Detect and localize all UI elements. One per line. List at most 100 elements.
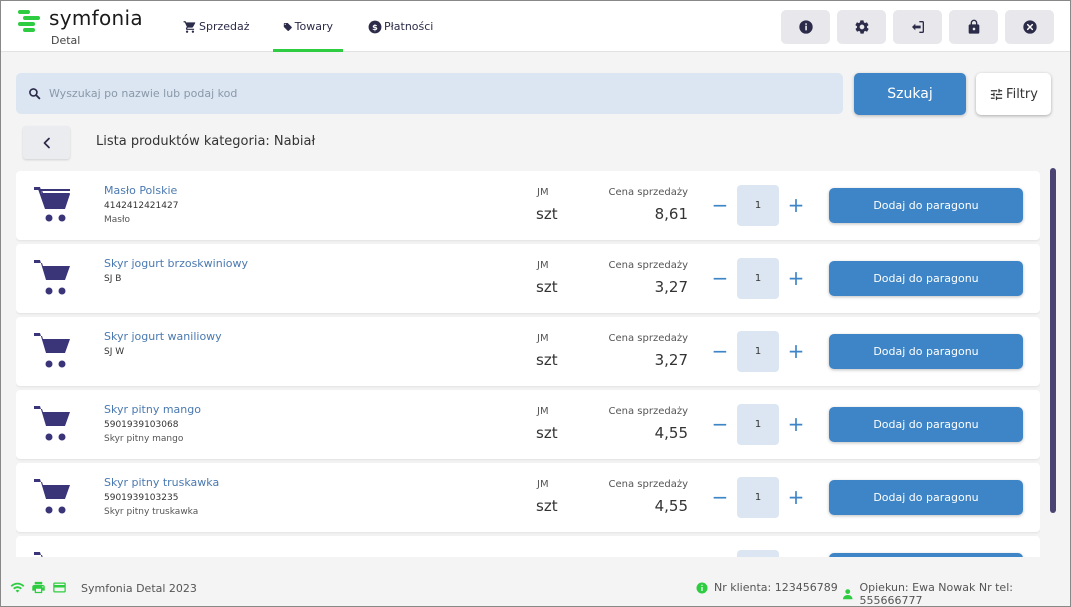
price-value: 3,27 <box>654 351 688 369</box>
cart-icon <box>34 479 70 514</box>
main-nav: Sprzedaż Towary $ Płatności <box>173 1 448 52</box>
price-value: 3,27 <box>654 278 688 296</box>
unit-label: JM <box>537 333 549 344</box>
price-value: 8,61 <box>654 205 688 223</box>
unit-label: JM <box>537 479 549 490</box>
product-category: Skyr pitny mango <box>104 434 184 444</box>
unit-label: JM <box>537 406 549 417</box>
add-to-receipt-button[interactable]: Dodaj do paragonu <box>829 407 1023 442</box>
symfonia-logo: symfonia Detal <box>18 6 158 49</box>
quantity-input[interactable]: 1 <box>737 477 779 518</box>
search-input[interactable] <box>49 87 809 100</box>
product-name[interactable]: Masło Polskie <box>104 184 178 197</box>
price-label: Cena sprzedaży <box>608 187 689 198</box>
tab-towary-label: Towary <box>294 20 333 33</box>
product-code: 5901939103235 <box>104 493 179 503</box>
add-to-receipt-button[interactable]: Dodaj do paragonu <box>829 188 1023 223</box>
product-code: SJ W <box>104 347 125 357</box>
cart-icon <box>34 333 70 368</box>
price-label: Cena sprzedaży <box>608 406 689 417</box>
product-list: Masło Polskie 4142412421427 Masło JM szt… <box>16 171 1040 557</box>
lock-icon <box>968 19 979 34</box>
client-number: Nr klienta: 123456789 <box>696 581 838 594</box>
product-code: 4142412421427 <box>104 201 179 211</box>
wifi-icon <box>10 582 25 593</box>
logout-button[interactable] <box>893 10 942 44</box>
decrease-qty-button[interactable]: − <box>711 339 729 363</box>
quantity-input[interactable]: 1 <box>737 331 779 372</box>
product-category: Skyr pitny truskawka <box>104 507 199 517</box>
info-icon <box>798 20 813 34</box>
price-value: 4,55 <box>654 497 688 515</box>
cart-icon <box>183 20 196 33</box>
tab-towary[interactable]: Towary <box>273 1 343 52</box>
search-icon <box>29 88 41 100</box>
product-card: Masło Polskie 4142412421427 Masło JM szt… <box>16 171 1040 240</box>
price-label: Cena sprzedaży <box>608 333 689 344</box>
product-category: Masło <box>104 215 131 225</box>
product-name[interactable]: Skyr jogurt brzoskwiniowy <box>104 257 248 270</box>
logo-mark-icon <box>18 7 40 33</box>
person-icon <box>842 589 853 600</box>
unit-label: JM <box>537 187 549 198</box>
increase-qty-button[interactable]: + <box>787 485 805 509</box>
gear-icon <box>854 20 869 34</box>
back-button[interactable] <box>23 126 70 159</box>
increase-qty-button[interactable]: + <box>787 266 805 290</box>
brand-subtitle: Detal <box>51 34 81 47</box>
status-icons <box>10 580 67 595</box>
tab-platnosci-label: Płatności <box>384 20 434 33</box>
settings-button[interactable] <box>837 10 886 44</box>
price-label: Cena sprzedaży <box>608 479 689 490</box>
lock-button[interactable] <box>949 10 998 44</box>
add-to-receipt-button[interactable]: Dodaj do paragonu <box>829 480 1023 515</box>
price-label: Cena sprzedaży <box>608 260 689 271</box>
tab-sprzedaz-label: Sprzedaż <box>199 20 250 33</box>
client-number-text: Nr klienta: 123456789 <box>714 581 838 594</box>
unit-value: szt <box>536 497 558 515</box>
quantity-input[interactable]: 1 <box>737 404 779 445</box>
filters-label: Filtry <box>1006 86 1038 102</box>
product-name[interactable]: Skyr pitny mango <box>104 403 201 416</box>
close-icon <box>1022 20 1037 34</box>
tab-platnosci[interactable]: $ Płatności <box>358 1 448 52</box>
search-button[interactable]: Szukaj <box>854 73 966 115</box>
increase-qty-button[interactable]: + <box>787 193 805 217</box>
decrease-qty-button[interactable]: − <box>711 412 729 436</box>
add-to-receipt-button[interactable]: Dodaj do paragonu <box>829 261 1023 296</box>
product-name[interactable]: Skyr jogurt waniliowy <box>104 330 222 343</box>
decrease-qty-button[interactable]: − <box>711 266 729 290</box>
add-to-receipt-button[interactable]: Dodaj do paragonu <box>829 334 1023 369</box>
product-card: Skyr pitny truskawka 5901939103235 Skyr … <box>16 463 1040 532</box>
unit-value: szt <box>536 278 558 296</box>
unit-value: szt <box>536 351 558 369</box>
header-actions <box>781 10 1054 44</box>
tab-sprzedaz[interactable]: Sprzedaż <box>173 1 269 52</box>
increase-qty-button[interactable]: + <box>787 339 805 363</box>
quantity-input[interactable]: 1 <box>737 185 779 226</box>
info-button[interactable] <box>781 10 830 44</box>
product-card <box>16 536 1040 557</box>
product-name[interactable]: Skyr pitny truskawka <box>104 476 220 489</box>
close-button[interactable] <box>1005 10 1054 44</box>
unit-value: szt <box>536 205 558 223</box>
search-bar <box>16 73 843 114</box>
cart-icon <box>34 406 70 441</box>
chevron-left-icon <box>43 137 50 148</box>
quantity-input[interactable]: 1 <box>737 258 779 299</box>
increase-qty-button[interactable]: + <box>787 412 805 436</box>
credit-card-icon <box>53 582 66 593</box>
app-header: symfonia Detal Sprzedaż Towary $ Płatnoś… <box>1 1 1070 52</box>
brand-name: symfonia <box>49 6 143 30</box>
cart-icon <box>34 552 43 557</box>
decrease-qty-button[interactable]: − <box>711 193 729 217</box>
list-scrollbar[interactable] <box>1050 168 1056 513</box>
status-bar: Symfonia Detal 2023 Nr klienta: 12345678… <box>1 569 1070 607</box>
dollar-icon: $ <box>368 20 382 33</box>
add-to-receipt-button[interactable] <box>829 553 1023 557</box>
filters-button[interactable]: Filtry <box>976 73 1051 115</box>
decrease-qty-button[interactable]: − <box>711 485 729 509</box>
product-code: 5901939103068 <box>104 420 179 430</box>
printer-icon <box>32 581 45 594</box>
quantity-input[interactable] <box>737 550 779 557</box>
